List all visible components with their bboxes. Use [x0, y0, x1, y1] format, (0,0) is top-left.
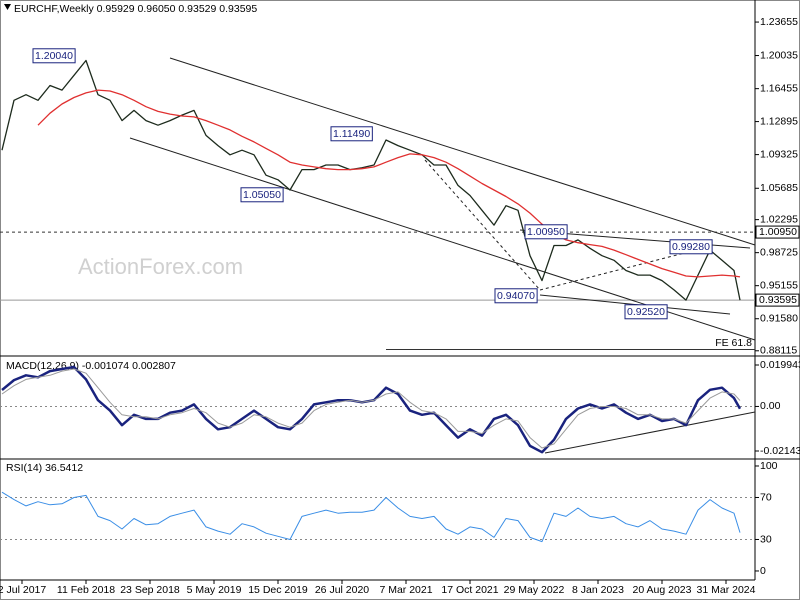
level-label: 0.93595: [759, 294, 797, 306]
rsi-title: RSI(14) 36.5412: [6, 462, 83, 474]
menu-arrow: [4, 4, 11, 10]
series-line: [1, 368, 741, 449]
annotation-box: [624, 304, 668, 320]
annotation-box: [524, 224, 568, 240]
annotation-label: 0.99280: [672, 241, 710, 253]
y-tick-label: 0.98725: [760, 246, 798, 258]
x-tick-label: 15 Dec 2019: [248, 584, 308, 596]
x-tick-label: 11 Feb 2018: [57, 584, 115, 596]
x-tick-label: 20 Aug 2023: [633, 584, 692, 596]
y-tick-label: 70: [760, 491, 772, 503]
series-line: [1, 491, 741, 543]
annotation-box: [330, 126, 373, 142]
y-tick-label: 100: [760, 460, 778, 472]
y-tick-label: 1.23655: [760, 16, 798, 28]
x-tick-label: 7 Mar 2021: [379, 584, 432, 596]
y-tick-label: 0.00: [760, 400, 781, 412]
annotation-label: 1.20040: [35, 50, 73, 62]
y-tick-label: 0.88115: [760, 345, 797, 357]
fe-label: FE 61.8: [715, 337, 752, 349]
trend-line: [424, 159, 541, 291]
y-tick-label: 0.019943: [760, 359, 800, 371]
annotation-label: 0.94070: [497, 290, 535, 302]
y-tick-label: 30: [760, 533, 772, 545]
annotation-label: 0.92520: [627, 306, 665, 318]
annotation-label: 1.00950: [527, 226, 565, 238]
x-tick-label: 29 May 2022: [504, 584, 565, 596]
x-tick-label: 8 Jan 2023: [572, 584, 624, 596]
level-label: 1.00950: [759, 226, 797, 238]
trend-line: [544, 411, 756, 454]
annotation-box: [32, 48, 76, 64]
level-box: [755, 293, 800, 307]
y-tick-label: 1.02295: [760, 213, 798, 225]
macd-title: MACD(12,26,9) -0.001074 0.002807: [6, 360, 176, 372]
watermark: ActionForex.com: [78, 254, 243, 279]
trend-line: [169, 57, 756, 246]
y-tick-label: 1.05685: [760, 182, 798, 194]
y-tick-label: 0.91580: [760, 313, 798, 325]
annotation-label: 1.11490: [333, 128, 370, 140]
y-tick-label: 1.20035: [760, 49, 798, 61]
x-tick-label: 23 Sep 2018: [120, 584, 180, 596]
x-tick-label: 17 Oct 2021: [441, 584, 498, 596]
annotation-label: 1.05050: [243, 189, 281, 201]
x-tick-label: 5 May 2019: [187, 584, 242, 596]
annotation-box: [669, 239, 713, 255]
annotation-box: [494, 288, 538, 304]
x-tick-label: 26 Jul 2020: [315, 584, 369, 596]
series-line: [1, 59, 741, 301]
y-tick-label: 1.09325: [760, 148, 798, 160]
x-tick-label: 2 Jul 2017: [0, 584, 46, 596]
x-tick-label: 31 Mar 2024: [697, 584, 756, 596]
y-tick-label: 0.95155: [760, 279, 798, 291]
y-tick-label: 1.12895: [760, 115, 798, 127]
y-tick-label: 1.16455: [760, 82, 798, 94]
y-tick-label: 0: [760, 565, 766, 577]
series-line: [37, 89, 741, 278]
y-tick-label: -0.021434: [760, 445, 800, 457]
annotation-box: [240, 187, 284, 203]
level-box: [755, 225, 800, 239]
chart-title: EURCHF,Weekly 0.95929 0.96050 0.93529 0.…: [14, 3, 257, 15]
